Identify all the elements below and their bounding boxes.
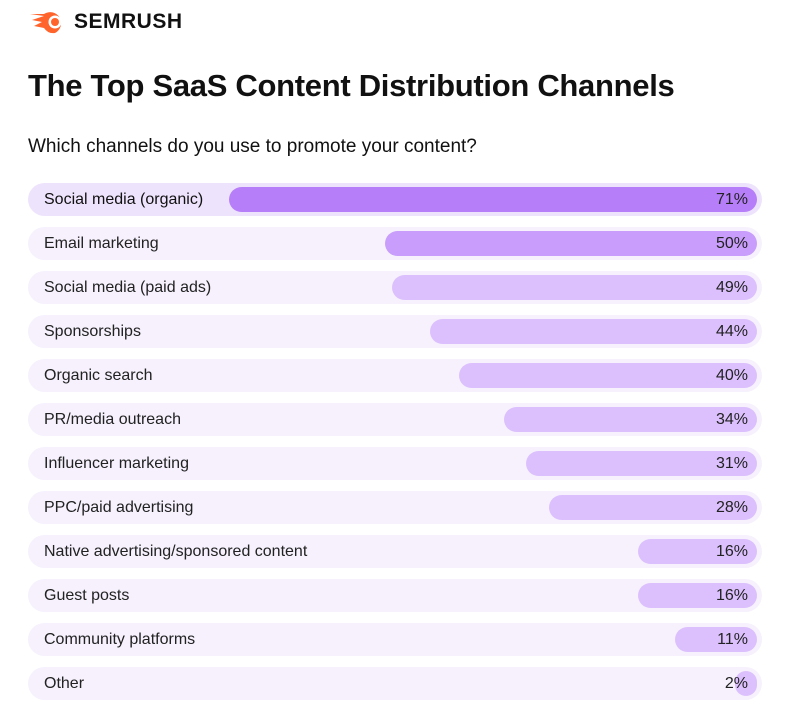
bar-row: Community platforms 11% [28, 623, 762, 656]
bar-row: Sponsorships 44% [28, 315, 762, 348]
category-label: PR/media outreach [44, 411, 181, 428]
bar [459, 363, 757, 388]
chart-subtitle: Which channels do you use to promote you… [28, 136, 477, 157]
category-label: Social media (paid ads) [44, 279, 212, 296]
category-label: Guest posts [44, 587, 130, 604]
category-label: Influencer marketing [44, 455, 189, 472]
value-label: 34% [715, 411, 748, 428]
bar-row: Email marketing 50% [28, 227, 762, 260]
bar-row: Social media (organic) 71% [28, 183, 762, 216]
value-label: 16% [715, 543, 748, 560]
category-label: Native advertising/sponsored content [44, 543, 308, 560]
category-label: Organic search [44, 367, 153, 384]
bar-row: Guest posts 16% [28, 579, 762, 612]
value-label: 50% [715, 235, 748, 252]
value-label: 28% [715, 499, 748, 516]
bar-row: PPC/paid advertising 28% [28, 491, 762, 524]
brand-name: SEMRUSH [74, 10, 183, 33]
value-label: 49% [715, 279, 748, 296]
value-label: 44% [715, 323, 748, 340]
semrush-logo: SEMRUSH [28, 8, 183, 36]
bar-chart: Social media (organic) 71% Email marketing… [28, 183, 762, 711]
value-label: 40% [715, 367, 748, 384]
page-title: The Top SaaS Content Distribution Channe… [28, 68, 675, 103]
bar [637, 583, 757, 608]
category-label: PPC/paid advertising [44, 499, 194, 516]
category-label: Email marketing [44, 235, 159, 252]
bar [504, 407, 757, 432]
bar-row: PR/media outreach 34% [28, 403, 762, 436]
bar [637, 539, 757, 564]
bar [429, 319, 757, 344]
bar-row: Other 2% [28, 667, 762, 700]
category-label: Sponsorships [44, 323, 141, 340]
value-label: 31% [715, 455, 748, 472]
bar [228, 187, 757, 212]
bar [392, 275, 757, 300]
value-label: 2% [724, 675, 748, 692]
bar [675, 627, 757, 652]
value-label: 11% [717, 631, 748, 648]
category-label: Social media (organic) [44, 191, 204, 208]
value-label: 16% [715, 587, 748, 604]
bar [548, 495, 757, 520]
category-label: Other [44, 675, 85, 692]
bar [385, 231, 757, 256]
value-label: 71% [715, 191, 748, 208]
bar-row: Influencer marketing 31% [28, 447, 762, 480]
bar-row: Social media (paid ads) 49% [28, 271, 762, 304]
bar [735, 671, 757, 696]
bar-row: Organic search 40% [28, 359, 762, 392]
bar [526, 451, 757, 476]
semrush-fireball-icon [30, 12, 62, 34]
category-label: Community platforms [44, 631, 196, 648]
bar-row: Native advertising/sponsored content 16% [28, 535, 762, 568]
